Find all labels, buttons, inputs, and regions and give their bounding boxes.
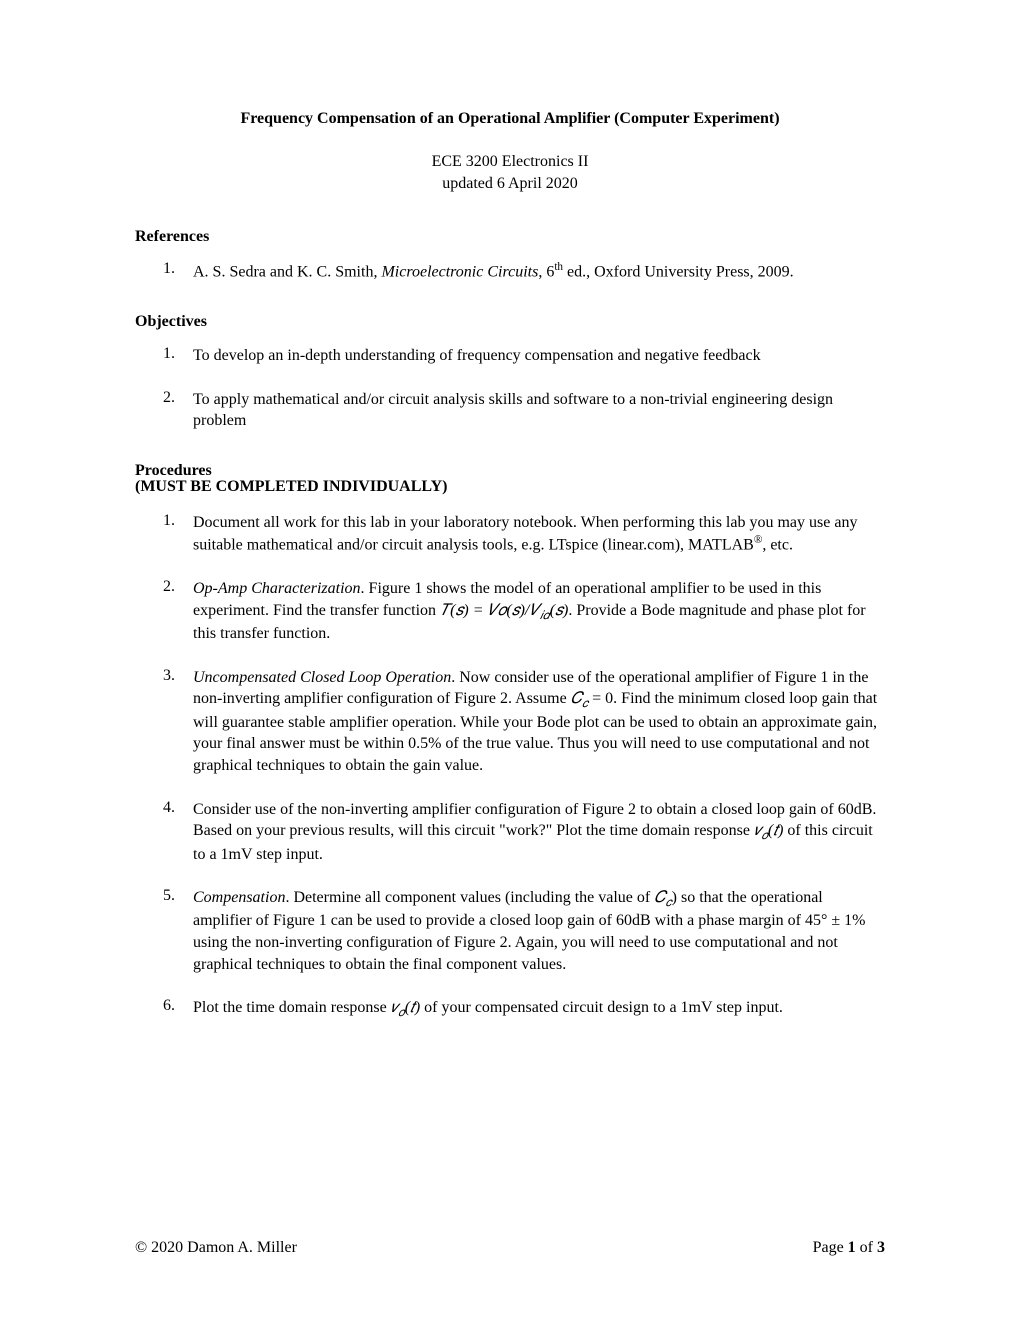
copyright-text: © 2020 Damon A. Miller <box>135 1239 297 1257</box>
page-current: 1 <box>848 1239 856 1256</box>
ref-prefix: A. S. Sedra and K. C. Smith, <box>193 263 381 280</box>
procedure-item: 6. Plot the time domain response 𝑣𝑜(𝑡) o… <box>163 997 885 1020</box>
course-line: ECE 3200 Electronics II <box>135 153 885 171</box>
proc6-body1: Plot the time domain response <box>193 999 391 1016</box>
proc5-sym-c: 𝐶 <box>654 889 665 906</box>
procedure-item: 2. Op-Amp Characterization. Figure 1 sho… <box>163 578 885 645</box>
objectives-list: 1. To develop an in-depth understanding … <box>135 345 885 432</box>
references-heading: References <box>135 228 885 246</box>
procedure-item: 1. Document all work for this lab in you… <box>163 512 885 557</box>
updated-line: updated 6 April 2020 <box>135 175 885 193</box>
reference-item: 1. A. S. Sedra and K. C. Smith, Microele… <box>163 260 885 283</box>
procedure-text: Compensation. Determine all component va… <box>193 887 885 975</box>
ref-book-title: Microelectronic Circuits <box>381 263 538 280</box>
page-of: of <box>856 1239 877 1256</box>
proc2-eq-end: (𝑠) <box>550 602 569 619</box>
list-number: 1. <box>163 512 193 530</box>
page-label: Page <box>813 1239 848 1256</box>
objectives-heading: Objectives <box>135 313 885 331</box>
proc6-arg-t: (𝑡) <box>405 999 420 1016</box>
procedure-text: Document all work for this lab in your l… <box>193 512 885 557</box>
procedures-subtitle: (MUST BE COMPLETED INDIVIDUALLY) <box>135 478 885 496</box>
procedures-list: 1. Document all work for this lab in you… <box>135 512 885 1021</box>
proc5-body1: . Determine all component values (includ… <box>285 889 654 906</box>
document-page: Frequency Compensation of an Operational… <box>0 0 1020 1111</box>
proc2-topic: Op-Amp Characterization <box>193 580 361 597</box>
procedure-item: 5. Compensation. Determine all component… <box>163 887 885 975</box>
proc2-eq-sub: 𝑖𝑑 <box>540 608 550 622</box>
list-number: 2. <box>163 389 193 407</box>
procedure-item: 3. Uncompensated Closed Loop Operation. … <box>163 667 885 777</box>
proc3-eq-zero: = 0 <box>588 690 613 707</box>
proc3-sym-c: 𝐶 <box>571 690 582 707</box>
list-number: 4. <box>163 799 193 817</box>
procedure-text: Uncompensated Closed Loop Operation. Now… <box>193 667 885 777</box>
proc2-eq-t: 𝑇(𝑠) = 𝑉𝑜(𝑠)/𝑉 <box>440 602 540 619</box>
footer: © 2020 Damon A. Miller Page 1 of 3 <box>135 1239 885 1257</box>
proc5-topic: Compensation <box>193 889 285 906</box>
proc4-sym-v: 𝑣 <box>754 822 762 839</box>
objective-text: To develop an in-depth understanding of … <box>193 345 885 367</box>
objective-item: 2. To apply mathematical and/or circuit … <box>163 389 885 432</box>
list-number: 1. <box>163 260 193 278</box>
page-indicator: Page 1 of 3 <box>813 1239 885 1257</box>
ref-end: ed., Oxford University Press, 2009. <box>563 263 794 280</box>
proc1-post: , etc. <box>762 537 793 554</box>
proc6-body2: of your compensated circuit design to a … <box>420 999 783 1016</box>
page-total: 3 <box>877 1239 885 1256</box>
document-title: Frequency Compensation of an Operational… <box>135 110 885 128</box>
list-number: 2. <box>163 578 193 596</box>
list-number: 5. <box>163 887 193 905</box>
references-list: 1. A. S. Sedra and K. C. Smith, Microele… <box>135 260 885 283</box>
proc4-arg-t: (𝑡) <box>768 822 783 839</box>
procedure-text: Plot the time domain response 𝑣𝑜(𝑡) of y… <box>193 997 885 1020</box>
ref-suffix: , 6 <box>538 263 554 280</box>
procedure-text: Op-Amp Characterization. Figure 1 shows … <box>193 578 885 645</box>
procedure-text: Consider use of the non-inverting amplif… <box>193 799 885 866</box>
ref-ed-sup: th <box>554 261 563 273</box>
list-number: 6. <box>163 997 193 1015</box>
list-number: 3. <box>163 667 193 685</box>
objective-text: To apply mathematical and/or circuit ana… <box>193 389 885 432</box>
proc3-topic: Uncompensated Closed Loop Operation <box>193 669 451 686</box>
list-number: 1. <box>163 345 193 363</box>
objective-item: 1. To develop an in-depth understanding … <box>163 345 885 367</box>
procedure-item: 4. Consider use of the non-inverting amp… <box>163 799 885 866</box>
reference-text: A. S. Sedra and K. C. Smith, Microelectr… <box>193 260 885 283</box>
